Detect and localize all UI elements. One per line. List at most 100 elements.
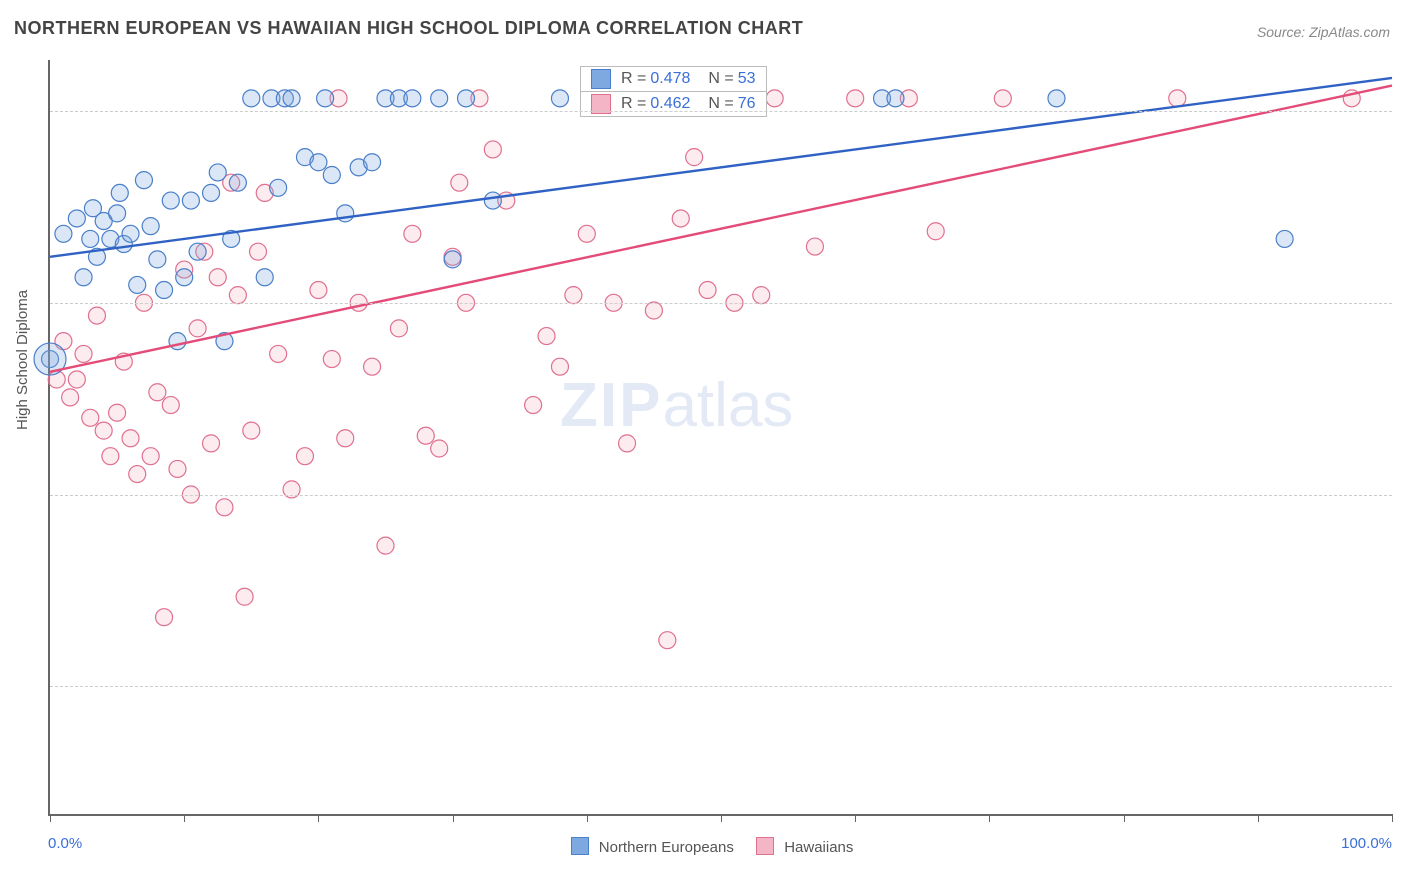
data-point bbox=[88, 307, 105, 324]
data-point bbox=[444, 251, 461, 268]
data-point bbox=[250, 243, 267, 260]
data-point bbox=[182, 192, 199, 209]
data-point bbox=[565, 287, 582, 304]
n-prefix: N = bbox=[708, 70, 733, 88]
data-point bbox=[135, 172, 152, 189]
data-point bbox=[283, 90, 300, 107]
stats-swatch-northern bbox=[591, 69, 611, 89]
x-tick bbox=[1124, 814, 1125, 822]
data-point bbox=[296, 448, 313, 465]
data-point bbox=[176, 269, 193, 286]
r-prefix: R = bbox=[621, 70, 646, 88]
trend-line bbox=[50, 86, 1392, 372]
data-point bbox=[236, 588, 253, 605]
data-point bbox=[484, 192, 501, 209]
x-tick bbox=[1258, 814, 1259, 822]
data-point bbox=[95, 422, 112, 439]
data-point bbox=[156, 609, 173, 626]
stats-row-northern: R = 0.478 N = 53 bbox=[581, 67, 766, 91]
stats-box: R = 0.478 N = 53 R = 0.462 N = 76 bbox=[580, 66, 767, 117]
data-point bbox=[216, 499, 233, 516]
data-point bbox=[82, 409, 99, 426]
n-value-northern: 53 bbox=[738, 70, 756, 88]
data-point bbox=[209, 164, 226, 181]
data-point bbox=[55, 225, 72, 242]
data-point bbox=[887, 90, 904, 107]
data-point bbox=[156, 282, 173, 299]
data-point bbox=[189, 243, 206, 260]
data-point bbox=[525, 397, 542, 414]
data-point bbox=[994, 90, 1011, 107]
x-tick bbox=[50, 814, 51, 822]
watermark: ZIPatlas bbox=[560, 370, 793, 441]
x-tick bbox=[184, 814, 185, 822]
data-point bbox=[229, 174, 246, 191]
gridline bbox=[50, 686, 1392, 687]
x-tick bbox=[721, 814, 722, 822]
data-point bbox=[203, 184, 220, 201]
data-point bbox=[68, 210, 85, 227]
data-point bbox=[672, 210, 689, 227]
data-point bbox=[169, 460, 186, 477]
data-point bbox=[659, 632, 676, 649]
data-point bbox=[149, 384, 166, 401]
data-point bbox=[129, 276, 146, 293]
chart-title: NORTHERN EUROPEAN VS HAWAIIAN HIGH SCHOO… bbox=[14, 18, 803, 39]
data-point bbox=[209, 269, 226, 286]
gridline bbox=[50, 495, 1392, 496]
data-point bbox=[310, 282, 327, 299]
data-point bbox=[82, 230, 99, 247]
data-point bbox=[1169, 90, 1186, 107]
data-point bbox=[323, 167, 340, 184]
data-point bbox=[122, 430, 139, 447]
data-point bbox=[390, 320, 407, 337]
data-point bbox=[686, 149, 703, 166]
data-point bbox=[162, 192, 179, 209]
data-point bbox=[364, 154, 381, 171]
x-tick bbox=[587, 814, 588, 822]
data-point bbox=[538, 328, 555, 345]
data-point bbox=[927, 223, 944, 240]
data-point bbox=[431, 90, 448, 107]
x-tick bbox=[318, 814, 319, 822]
data-point bbox=[551, 90, 568, 107]
data-point bbox=[766, 90, 783, 107]
data-point bbox=[142, 218, 159, 235]
data-point bbox=[111, 184, 128, 201]
watermark-atlas: atlas bbox=[662, 371, 793, 440]
source-label: Source: ZipAtlas.com bbox=[1257, 24, 1390, 40]
data-point bbox=[1276, 230, 1293, 247]
legend: Northern Europeans Hawaiians bbox=[0, 837, 1406, 856]
watermark-zip: ZIP bbox=[560, 371, 662, 440]
data-point bbox=[162, 397, 179, 414]
data-point bbox=[404, 225, 421, 242]
data-point bbox=[458, 90, 475, 107]
data-point bbox=[1048, 90, 1065, 107]
legend-swatch-hawaiian bbox=[756, 837, 774, 855]
data-point bbox=[806, 238, 823, 255]
data-point bbox=[149, 251, 166, 268]
data-point bbox=[75, 345, 92, 362]
r-value-northern: 0.478 bbox=[650, 70, 690, 88]
data-point bbox=[847, 90, 864, 107]
x-tick bbox=[855, 814, 856, 822]
data-point bbox=[431, 440, 448, 457]
data-point bbox=[270, 179, 287, 196]
data-point bbox=[102, 448, 119, 465]
data-point bbox=[578, 225, 595, 242]
y-axis-label: High School Diploma bbox=[14, 290, 31, 430]
data-point bbox=[122, 225, 139, 242]
data-point bbox=[310, 154, 327, 171]
legend-swatch-northern bbox=[571, 837, 589, 855]
stats-row-hawaiian: R = 0.462 N = 76 bbox=[581, 91, 766, 116]
data-point bbox=[142, 448, 159, 465]
data-point bbox=[62, 389, 79, 406]
data-point bbox=[68, 371, 85, 388]
data-point bbox=[270, 345, 287, 362]
data-point bbox=[189, 320, 206, 337]
data-point bbox=[451, 174, 468, 191]
gridline bbox=[50, 303, 1392, 304]
data-point bbox=[109, 205, 126, 222]
data-point bbox=[377, 537, 394, 554]
x-tick bbox=[989, 814, 990, 822]
